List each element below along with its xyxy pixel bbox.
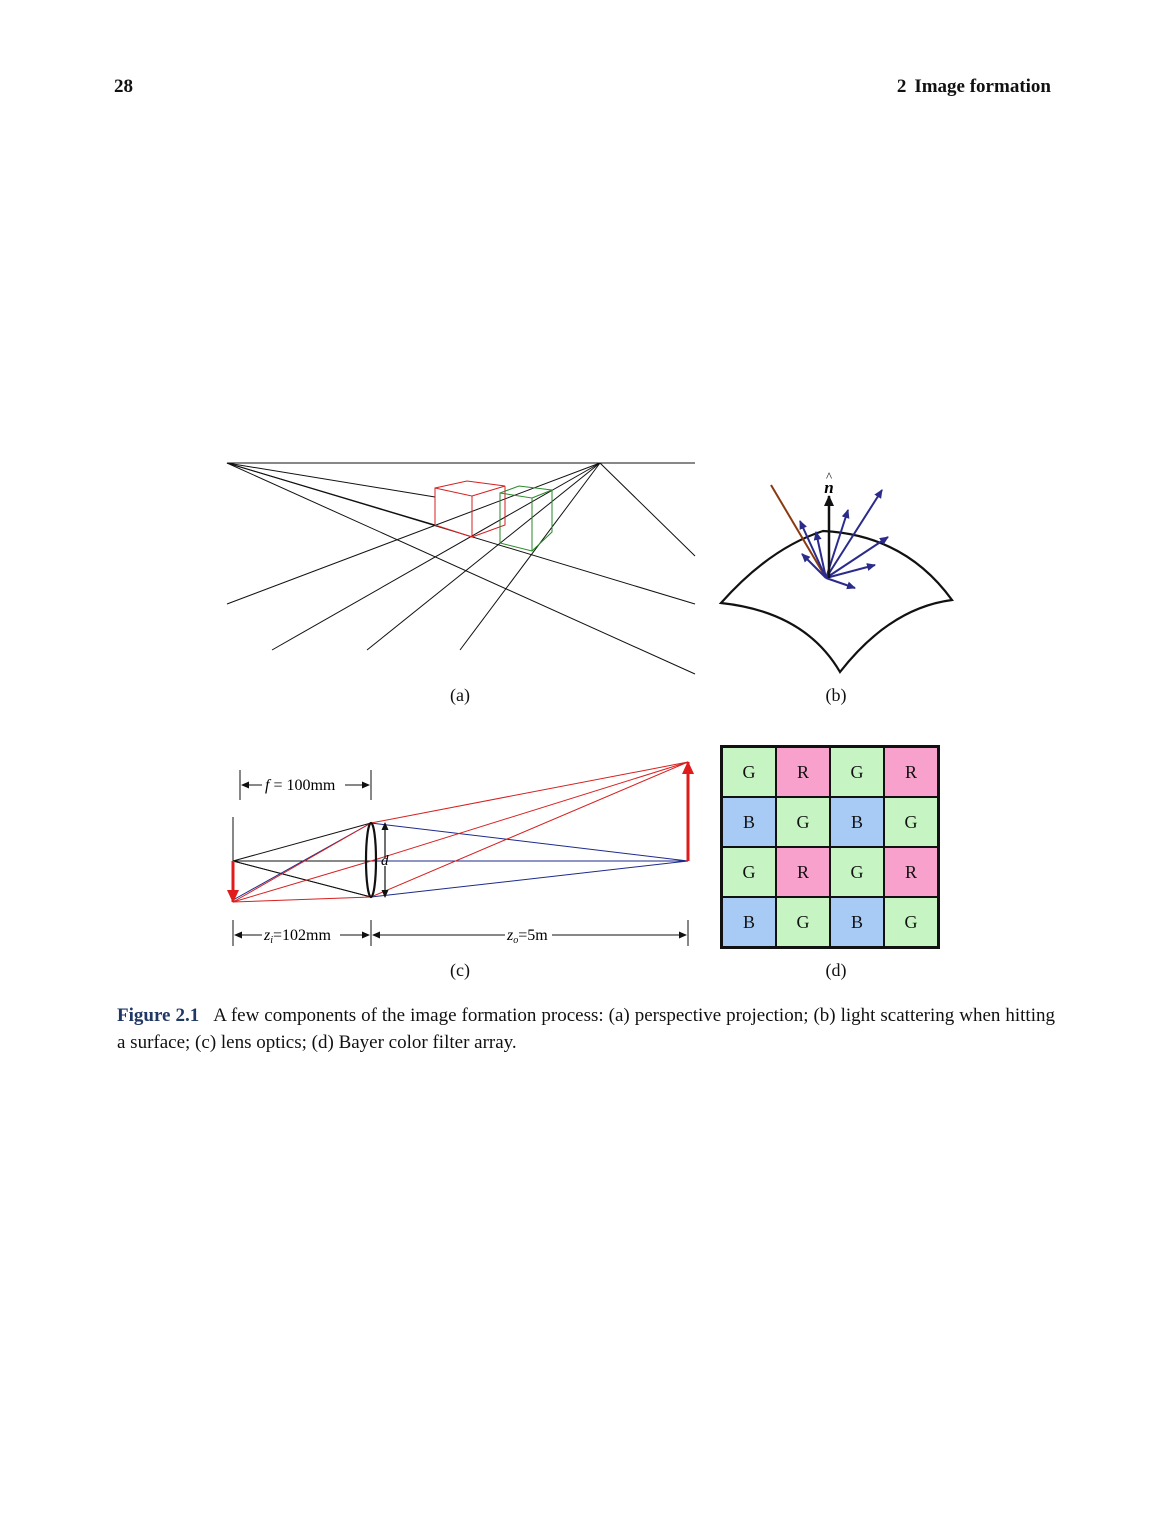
panel-a-perspective xyxy=(226,462,696,675)
incident-ray xyxy=(770,484,827,579)
vanishing-ray xyxy=(599,462,696,557)
bayer-cell-b: B xyxy=(722,897,776,947)
bayer-cell-g: G xyxy=(722,747,776,797)
sublabel-d: (d) xyxy=(825,960,847,980)
normal-hat: ^ xyxy=(826,469,832,484)
bayer-cell-r: R xyxy=(884,747,938,797)
vanishing-ray xyxy=(226,462,436,526)
bayer-cell-b: B xyxy=(830,897,884,947)
chapter-title: Image formation xyxy=(914,76,1051,97)
sublabel-a: (a) xyxy=(450,685,470,705)
vanishing-ray xyxy=(226,462,601,605)
caption-text: A few components of the image formation … xyxy=(117,1005,1055,1053)
red-rays xyxy=(232,761,689,903)
scattered-rays xyxy=(799,489,889,590)
green-box xyxy=(499,485,553,552)
zo-label: zo=5m xyxy=(506,927,548,946)
red-box xyxy=(434,480,506,538)
vanishing-ray xyxy=(271,462,601,651)
panel-b-scattering: ^ n xyxy=(718,469,954,674)
bayer-cell-g: G xyxy=(776,897,830,947)
bayer-cell-g: G xyxy=(884,797,938,847)
vanishing-ray xyxy=(226,462,436,498)
vanishing-ray xyxy=(459,462,601,651)
zi-label: zi=102mm xyxy=(263,927,331,946)
figure-caption: Figure 2.1 A few components of the image … xyxy=(117,1002,1055,1056)
sublabel-b: (b) xyxy=(825,685,847,705)
panel-c-lens-optics: d f = 100mm zi=102mm zo=5m xyxy=(227,761,694,946)
bayer-cell-g: G xyxy=(722,847,776,897)
running-header: 2 Image formation xyxy=(897,76,1051,98)
vanishing-ray xyxy=(226,462,696,675)
bayer-cell-g: G xyxy=(830,847,884,897)
lens xyxy=(364,821,378,899)
figure-label: Figure 2.1 xyxy=(117,1005,200,1026)
bayer-cell-g: G xyxy=(776,797,830,847)
vanishing-ray xyxy=(366,462,601,651)
bayer-cell-g: G xyxy=(884,897,938,947)
bayer-cell-g: G xyxy=(830,747,884,797)
normal-label: n xyxy=(824,478,833,497)
focal-length-label: f = 100mm xyxy=(265,777,336,794)
bayer-cell-r: R xyxy=(884,847,938,897)
bayer-cell-b: B xyxy=(830,797,884,847)
surface-patch xyxy=(718,529,954,674)
sublabel-c: (c) xyxy=(450,960,470,980)
bayer-cell-r: R xyxy=(776,847,830,897)
bayer-cell-b: B xyxy=(722,797,776,847)
page-number: 28 xyxy=(114,76,133,97)
bayer-cell-r: R xyxy=(776,747,830,797)
aperture-label: d xyxy=(381,853,389,869)
figure-illustrations: ^ n d xyxy=(226,462,954,946)
chapter-number: 2 xyxy=(896,76,907,97)
